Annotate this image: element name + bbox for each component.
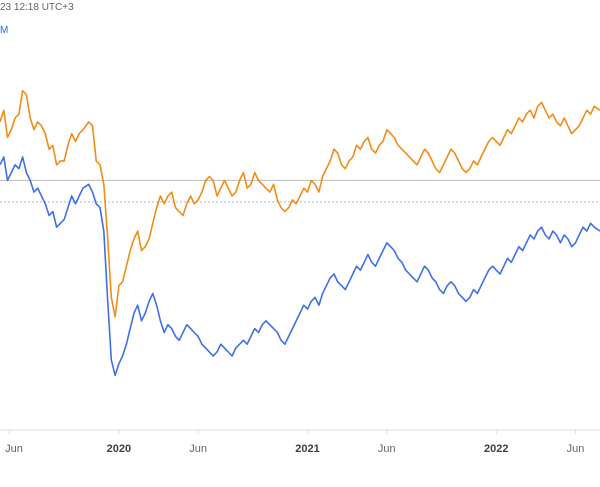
x-tick-label: 2022 [484,443,508,455]
x-tick-label: Jun [5,443,23,455]
x-tick-label: Jun [378,443,396,455]
series-line-0 [0,89,600,318]
x-tick-label: 2021 [295,443,319,455]
x-axis: Jun 2020 Jun 2021 Jun 2022 Jun [0,429,600,455]
series-layer [0,89,600,377]
x-tick-label: 2020 [107,443,131,455]
reference-lines [0,179,600,203]
legend-fragment: M [0,25,9,36]
timestamp-label: 23 12:18 UTC+3 [0,2,74,13]
series-line-1 [0,156,600,377]
x-tick-label: Jun [189,443,207,455]
x-tick-label: Jun [567,443,585,455]
